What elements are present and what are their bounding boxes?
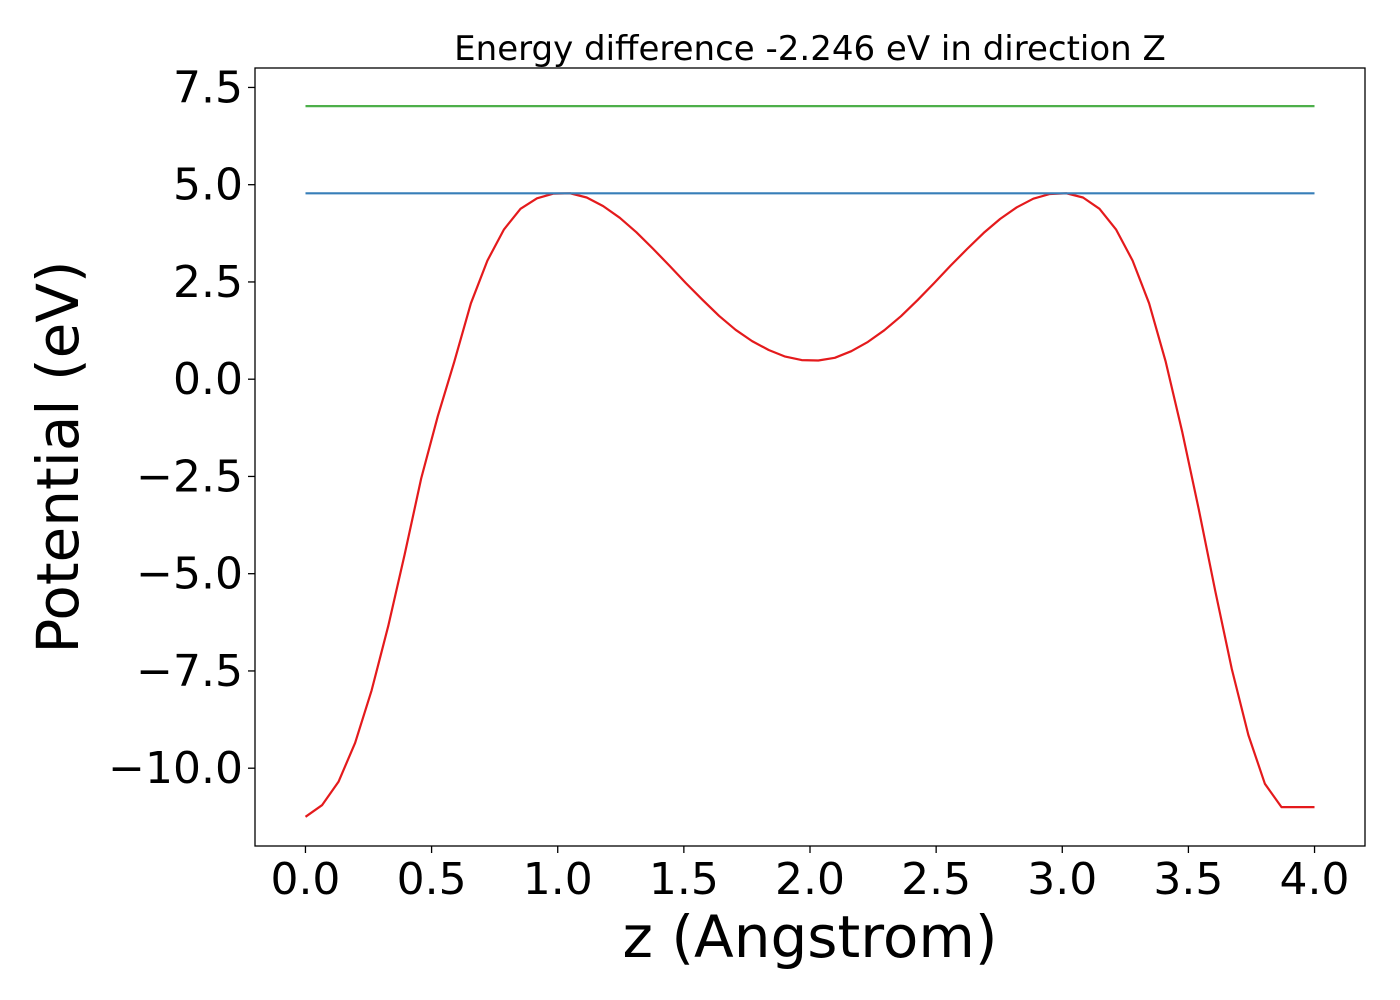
y-tick-label: −5.0	[136, 549, 243, 600]
x-tick-label: 0.5	[397, 854, 467, 905]
y-tick-label: −10.0	[108, 743, 243, 794]
y-tick-label: 7.5	[173, 62, 243, 113]
x-tick-label: 2.5	[901, 854, 971, 905]
x-tick-label: 3.5	[1153, 854, 1223, 905]
x-tick-label: 1.0	[523, 854, 593, 905]
x-tick-label: 1.5	[649, 854, 719, 905]
y-tick-label: 0.0	[173, 354, 243, 405]
x-axis-ticks: 0.0 0.5 1.0 1.5 2.0 2.5 3.0 3.5 4.0	[270, 846, 1350, 905]
series-line-0	[304, 192, 1315, 818]
x-axis-label: z (Angstrom)	[623, 903, 998, 971]
chart-title: Energy difference -2.246 eV in direction…	[454, 29, 1166, 69]
y-tick-label: 5.0	[173, 160, 243, 211]
y-tick-label: −7.5	[136, 646, 243, 697]
plot-area	[304, 104, 1315, 818]
y-tick-label: −2.5	[136, 451, 243, 502]
x-tick-label: 0.0	[270, 854, 340, 905]
x-tick-label: 4.0	[1280, 854, 1350, 905]
y-axis-ticks: −10.0 −7.5 −5.0 −2.5 0.0 2.5 5.0 7.5	[108, 62, 255, 794]
axes-frame	[254, 67, 1366, 847]
x-tick-label: 2.0	[775, 854, 845, 905]
y-axis-label: Potential (eV)	[24, 260, 92, 653]
x-tick-label: 3.0	[1027, 854, 1097, 905]
y-tick-label: 2.5	[173, 257, 243, 308]
